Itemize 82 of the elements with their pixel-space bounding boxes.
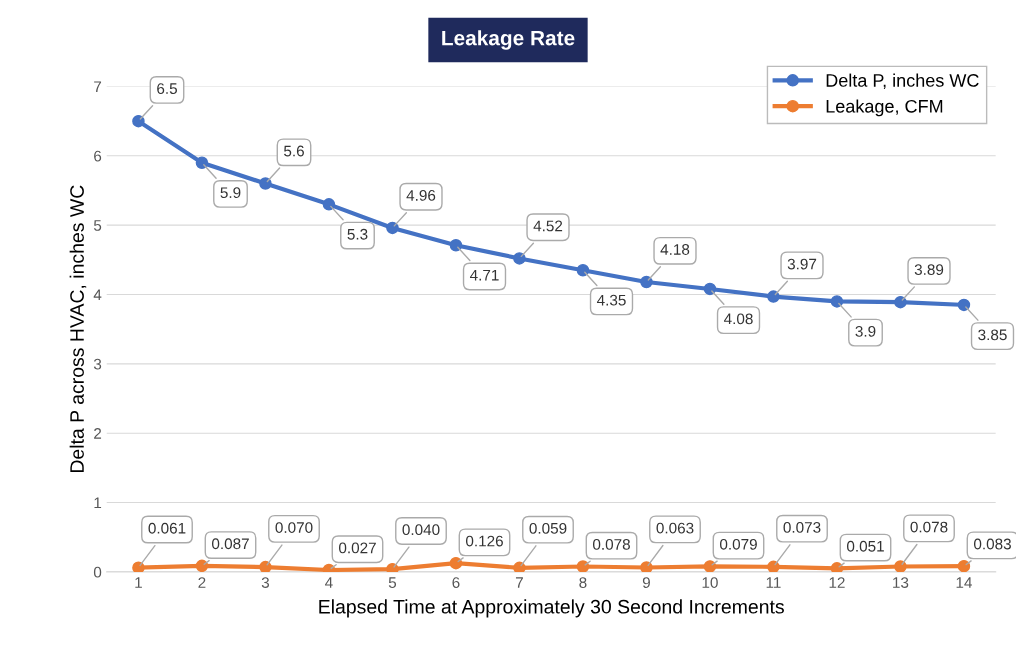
legend-label: Leakage, CFM: [826, 99, 943, 117]
point: [513, 252, 526, 265]
x-tick-label: 4: [325, 577, 333, 588]
data-label: 0.061: [148, 522, 186, 534]
x-tick-label: 11: [766, 577, 781, 588]
data-label: 0.073: [783, 521, 821, 533]
chart-title: Leakage Rate: [442, 30, 575, 50]
legend-label: Delta P, inches WC: [826, 73, 979, 89]
point: [894, 560, 907, 572]
point: [894, 295, 907, 309]
data-label: 5.6: [284, 145, 304, 157]
y-tick-label: 7: [94, 81, 102, 92]
point: [386, 221, 399, 235]
data-label: 4.08: [723, 313, 753, 325]
x-tick-label: 1: [135, 577, 142, 588]
data-label: 5.3: [347, 228, 368, 240]
point: [640, 561, 653, 572]
data-label: 5.9: [220, 187, 241, 199]
data-label: 6.5: [157, 83, 177, 95]
x-tick-label: 3: [261, 577, 270, 588]
x-tick-label: 13: [893, 577, 909, 588]
point: [703, 560, 717, 572]
data-label: 0.040: [402, 524, 440, 536]
data-label: 0.070: [275, 522, 313, 533]
point: [449, 556, 463, 570]
y-tick-label: 4: [93, 289, 102, 301]
x-tick-label: 5: [388, 577, 397, 588]
point: [195, 559, 209, 572]
point: [830, 562, 844, 572]
point: [259, 177, 272, 190]
data-label: 0.078: [592, 538, 630, 550]
point: [703, 282, 717, 296]
data-label: 0.027: [338, 542, 376, 554]
data-label: 0.063: [656, 522, 694, 534]
data-label: 3.89: [914, 264, 944, 276]
x-tick-label: 7: [515, 577, 523, 588]
data-label: 3.85: [978, 329, 1007, 341]
data-label: 4.18: [660, 244, 690, 255]
x-tick-label: 9: [642, 577, 650, 588]
x-axis-title: Elapsed Time at Approximately 30 Second Increments: [319, 599, 784, 618]
x-tick-label: 12: [829, 577, 845, 588]
point: [322, 198, 336, 211]
y-tick-label: 2: [94, 428, 102, 439]
y-tick-label: 6: [94, 150, 102, 162]
data-label: 4.35: [596, 294, 626, 306]
data-label: 0.079: [719, 538, 757, 550]
data-label: 4.71: [469, 269, 499, 281]
point: [640, 275, 653, 289]
x-tick-label: 2: [198, 577, 206, 588]
point: [767, 290, 780, 303]
point: [830, 295, 844, 308]
point: [767, 560, 780, 572]
y-axis-title: Delta P across HVAC, inches WC: [69, 185, 87, 473]
data-label: 0.078: [910, 521, 948, 533]
data-label: 3.97: [787, 258, 817, 270]
data-label: 3.9: [855, 325, 876, 337]
point: [957, 298, 971, 312]
point: [386, 562, 399, 572]
data-label: 4.96: [406, 190, 436, 201]
data-label: 0.051: [846, 540, 884, 552]
data-label: 0.059: [529, 522, 567, 534]
point: [132, 561, 145, 572]
point: [132, 114, 145, 128]
x-tick-label: 6: [452, 577, 460, 588]
point: [957, 559, 971, 572]
point: [259, 560, 272, 572]
y-tick-label: 5: [93, 220, 102, 231]
y-tick-label: 0: [93, 566, 102, 578]
data-label: 0.087: [211, 538, 249, 550]
point: [449, 239, 463, 252]
x-tick-label: 8: [579, 577, 587, 588]
point: [195, 156, 209, 169]
data-label: 4.52: [533, 220, 563, 232]
point: [576, 560, 590, 572]
data-label: 0.083: [973, 538, 1011, 550]
point: [513, 561, 526, 572]
x-tick-label: 10: [702, 577, 718, 588]
data-label: 0.126: [465, 535, 503, 547]
y-tick-label: 3: [93, 358, 102, 370]
point: [576, 263, 590, 277]
y-tick-label: 1: [94, 497, 102, 509]
x-tick-label: 14: [956, 577, 972, 588]
